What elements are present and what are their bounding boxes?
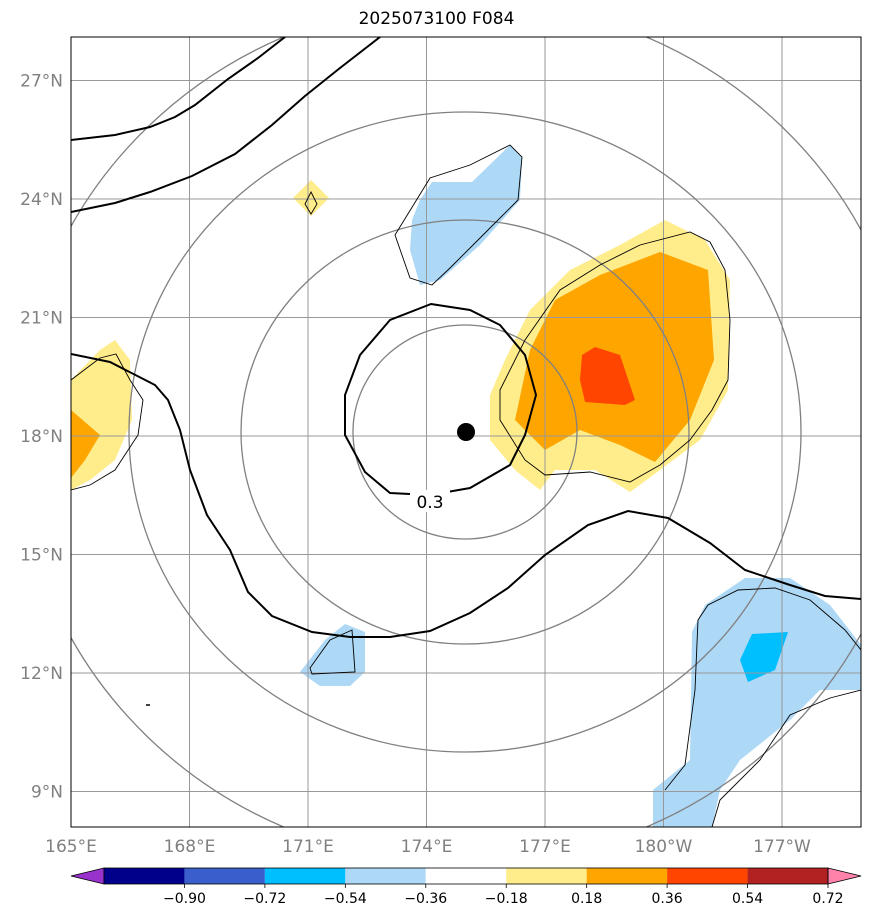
colorbar-segment [264,868,346,884]
lat-tick-label: 24°N [20,190,63,210]
positive-anomaly-left-core [71,410,100,478]
positive-anomaly-small [293,180,329,216]
colorbar-segment [345,868,426,884]
colorbar-tick-label: 0.18 [571,891,602,907]
negative-anomaly-north [410,145,522,285]
map-frame [70,36,862,828]
colorbar-tick-label: −0.54 [324,891,367,907]
colorbar-segment [104,868,185,884]
colorbar-tick-label: −0.18 [485,891,528,907]
colorbar-extend-high [827,867,862,885]
positive-anomaly-left [71,340,132,490]
colorbar-extend-low [70,867,105,885]
positive-anomaly-east-core [580,347,635,405]
lon-tick-label: 177°W [753,837,811,857]
latitude-labels: 27°N 24°N 21°N 18°N 15°N 12°N 9°N [20,71,63,802]
lat-tick-label: 27°N [20,71,63,91]
colorbar-tick-label: −0.90 [163,891,206,907]
lat-tick-label: 12°N [20,664,63,684]
colorbar-tick-label: −0.36 [404,891,447,907]
colorbar-segment [506,868,587,884]
shading-layer [71,145,861,827]
colorbar-segment [184,868,265,884]
contour-label: 0.3 [416,493,443,513]
colorbar-segment [747,868,828,884]
distance-rings [71,37,861,827]
lon-tick-label: 168°E [164,837,216,857]
longitude-labels: 165°E 168°E 171°E 174°E 177°E 180°W 177°W [45,837,811,857]
contour-label-bg [410,490,450,512]
lon-tick-label: 180°W [635,837,693,857]
lat-tick-label: 21°N [20,308,63,328]
colorbar: −0.90 −0.72 −0.54 −0.36 −0.18 0.18 0.36 0.54 0.7… [70,867,862,907]
colorbar-segment [425,868,507,884]
colorbar-tick-label: 0.54 [732,891,763,907]
colorbar-frame [103,867,829,885]
center-marker [457,423,475,441]
colorbar-tick-label: −0.72 [243,891,286,907]
map-title: 2025073100 F084 [358,9,515,29]
colorbar-tick-label: 0.72 [812,891,843,907]
lon-tick-label: 165°E [45,837,97,857]
colorbar-segment [667,868,748,884]
negative-anomaly-core [740,632,788,682]
lat-tick-label: 18°N [20,427,63,447]
colorbar-segment [586,868,668,884]
lat-tick-label: 9°N [31,782,63,802]
lon-tick-label: 171°E [282,837,334,857]
colorbar-tick-label: 0.36 [652,891,683,907]
lon-tick-label: 174°E [401,837,453,857]
negative-anomaly-south-west [300,624,365,686]
lat-tick-label: 15°N [20,545,63,565]
thin-contours [71,144,861,827]
negative-anomaly-south-east [653,578,861,827]
lon-tick-label: 177°E [519,837,571,857]
